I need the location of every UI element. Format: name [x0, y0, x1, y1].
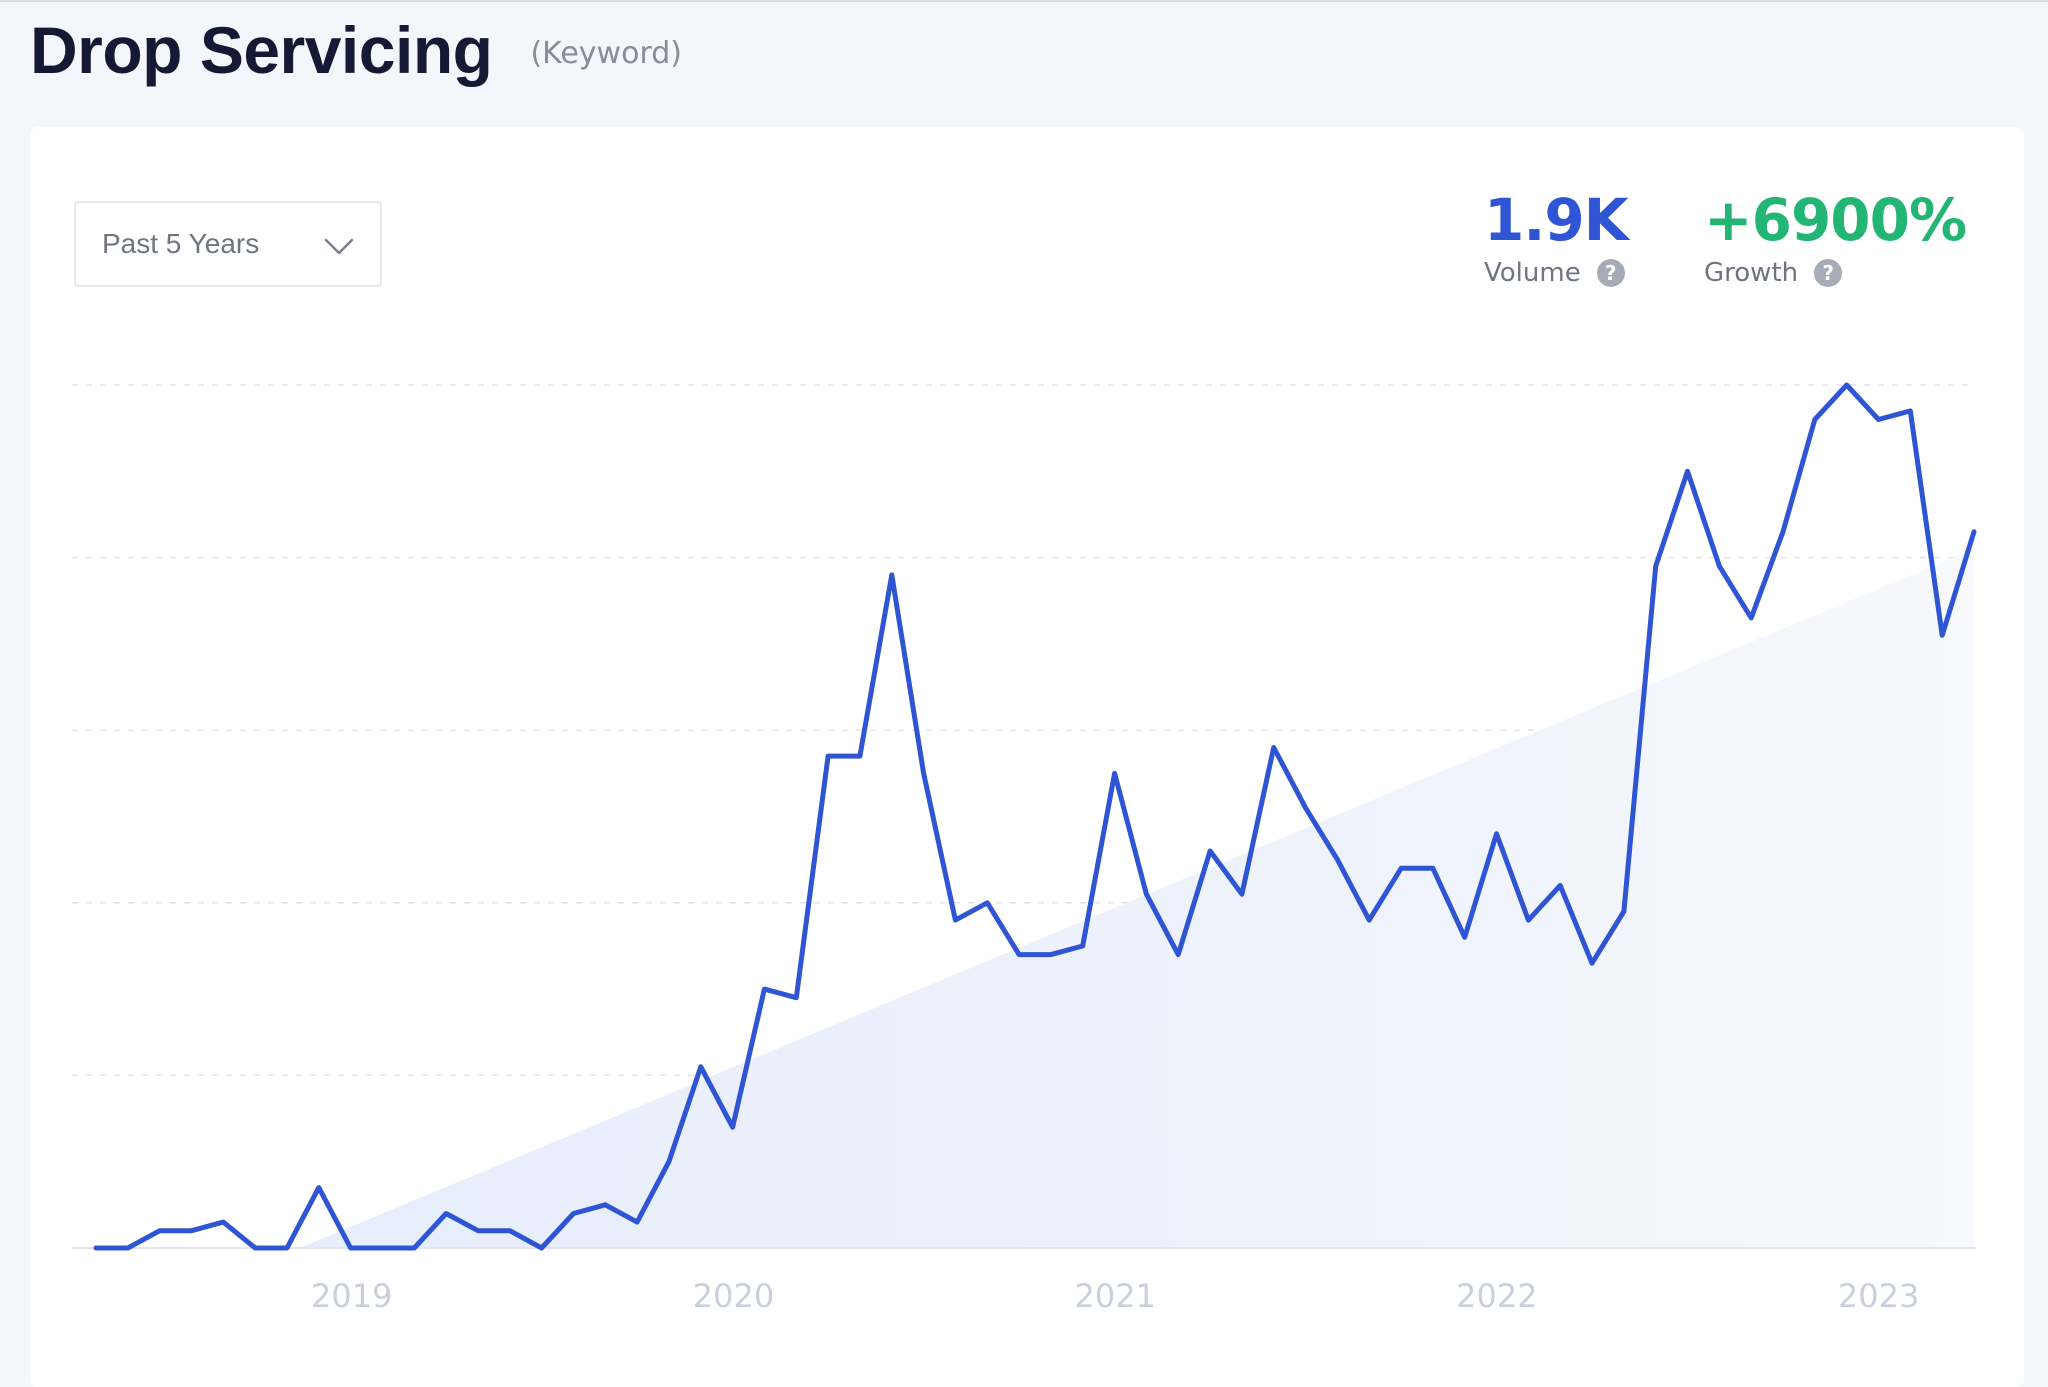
data-point[interactable]: [1519, 911, 1537, 929]
data-point[interactable]: [755, 980, 773, 998]
data-point[interactable]: [1679, 462, 1697, 480]
x-tick-label: 2022: [1456, 1277, 1537, 1315]
growth-metric: +6900% Growth ?: [1704, 186, 1967, 288]
data-point[interactable]: [1297, 799, 1315, 817]
x-tick-label: 2019: [311, 1277, 392, 1315]
data-point[interactable]: [1583, 954, 1601, 972]
data-point[interactable]: [787, 989, 805, 1007]
trend-band: [300, 548, 1974, 1248]
data-point[interactable]: [819, 747, 837, 765]
data-point[interactable]: [1488, 825, 1506, 843]
data-point[interactable]: [692, 1058, 710, 1076]
volume-metric: 1.9K Volume ?: [1484, 186, 1629, 288]
data-point[interactable]: [1233, 885, 1251, 903]
data-point[interactable]: [1010, 946, 1028, 964]
data-point[interactable]: [533, 1239, 551, 1257]
data-point[interactable]: [565, 1205, 583, 1223]
data-point[interactable]: [469, 1222, 487, 1240]
data-point[interactable]: [1551, 877, 1569, 895]
volume-label: Volume: [1484, 258, 1581, 288]
data-point[interactable]: [1074, 937, 1092, 955]
data-point[interactable]: [978, 894, 996, 912]
data-point[interactable]: [1106, 764, 1124, 782]
data-point[interactable]: [1870, 411, 1888, 429]
data-point[interactable]: [1742, 609, 1760, 627]
data-point[interactable]: [1169, 946, 1187, 964]
data-point[interactable]: [501, 1222, 519, 1240]
data-point[interactable]: [946, 911, 964, 929]
data-point[interactable]: [151, 1222, 169, 1240]
data-point[interactable]: [1201, 842, 1219, 860]
data-point[interactable]: [246, 1239, 264, 1257]
volume-value: 1.9K: [1484, 186, 1629, 254]
top-border: [0, 0, 2048, 2]
data-point[interactable]: [405, 1239, 423, 1257]
data-point[interactable]: [1615, 902, 1633, 920]
data-point[interactable]: [1838, 376, 1856, 394]
data-point[interactable]: [915, 764, 933, 782]
data-point[interactable]: [1392, 859, 1410, 877]
page-header: Drop Servicing (Keyword): [30, 0, 682, 100]
data-point[interactable]: [851, 747, 869, 765]
data-point[interactable]: [119, 1239, 137, 1257]
data-point[interactable]: [1424, 859, 1442, 877]
data-point[interactable]: [1360, 911, 1378, 929]
data-point[interactable]: [1965, 523, 1983, 541]
data-point[interactable]: [310, 1179, 328, 1197]
data-point[interactable]: [437, 1205, 455, 1223]
data-point[interactable]: [596, 1196, 614, 1214]
data-point[interactable]: [278, 1239, 296, 1257]
data-point[interactable]: [883, 566, 901, 584]
chevron-down-icon: [324, 238, 354, 255]
data-point[interactable]: [1137, 885, 1155, 903]
volume-help-icon[interactable]: ?: [1596, 259, 1625, 287]
data-point[interactable]: [374, 1239, 392, 1257]
data-point[interactable]: [1774, 523, 1792, 541]
data-point[interactable]: [1710, 557, 1728, 575]
data-point[interactable]: [183, 1222, 201, 1240]
data-point[interactable]: [342, 1239, 360, 1257]
keyword-type-label: (Keyword): [530, 35, 682, 71]
data-point[interactable]: [1933, 626, 1951, 644]
x-tick-label: 2020: [693, 1277, 774, 1315]
data-point[interactable]: [1901, 402, 1919, 420]
page-title: Drop Servicing: [30, 13, 493, 87]
time-range-select[interactable]: Past 5 Years: [74, 201, 382, 287]
data-point[interactable]: [214, 1213, 232, 1231]
growth-help-icon[interactable]: ?: [1814, 259, 1843, 287]
data-point[interactable]: [1328, 851, 1346, 869]
time-range-value: Past 5 Years: [102, 228, 260, 259]
growth-label: Growth: [1704, 258, 1799, 288]
data-point[interactable]: [724, 1118, 742, 1136]
data-point[interactable]: [1456, 928, 1474, 946]
data-point[interactable]: [1042, 946, 1060, 964]
series-line: [93, 382, 1977, 1251]
x-tick-label: 2023: [1838, 1277, 1919, 1315]
growth-value: +6900%: [1704, 186, 1967, 254]
data-point[interactable]: [628, 1213, 646, 1231]
data-point[interactable]: [1265, 739, 1283, 757]
data-point[interactable]: [660, 1153, 678, 1171]
data-point[interactable]: [87, 1239, 105, 1257]
data-point[interactable]: [1806, 411, 1824, 429]
x-tick-label: 2021: [1074, 1277, 1155, 1315]
data-point[interactable]: [1647, 557, 1665, 575]
